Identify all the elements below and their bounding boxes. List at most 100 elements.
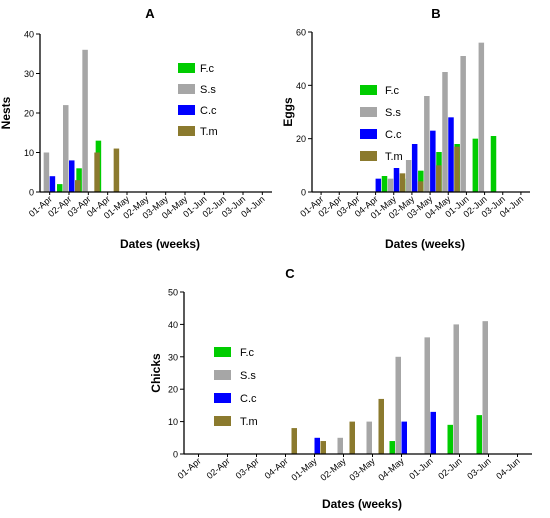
bar-Cc-04-May: [448, 117, 454, 192]
y-tick-label: 20: [24, 109, 34, 119]
legend-swatch-Tm: [214, 416, 231, 426]
legend-label-Tm: T.m: [385, 151, 403, 163]
legend-swatch-Tm: [360, 151, 377, 161]
bar-Ss-01-Jun: [424, 337, 430, 454]
bar-Ss-04-May: [442, 72, 448, 192]
y-tick-label: 10: [24, 148, 34, 158]
bar-Fc-03-Jun: [476, 415, 482, 454]
legend-swatch-Fc: [214, 347, 231, 357]
legend-label-Ss: S.s: [200, 84, 216, 96]
legend-label-Fc: F.c: [240, 347, 255, 359]
bar-Tm-03-May: [378, 398, 384, 454]
x-tick-label: 04-May: [376, 456, 406, 483]
y-tick-label: 20: [168, 385, 178, 395]
y-tick-label: 0: [301, 188, 306, 198]
bar-Tm-04-May: [454, 146, 460, 192]
bar-Tm-01-May: [320, 441, 326, 454]
bar-Ss-02-Jun: [478, 42, 485, 192]
y-tick-label: 10: [168, 417, 178, 427]
legend-label-Tm: T.m: [200, 126, 218, 138]
legend-swatch-Ss: [360, 107, 377, 117]
y-axis-title: Chicks: [149, 353, 163, 393]
y-tick-label: 0: [29, 188, 34, 198]
panel-title: A: [145, 6, 155, 21]
bar-Ss-03-May: [366, 421, 372, 454]
panel-title: B: [431, 6, 440, 21]
legend-swatch-Cc: [360, 129, 377, 139]
x-tick-label: 02-Apr: [205, 456, 232, 481]
bar-Cc-04-Apr: [375, 178, 382, 192]
bars: [43, 49, 120, 192]
bar-Fc-02-Jun: [472, 138, 479, 192]
y-tick-label: 50: [168, 288, 178, 298]
legend-swatch-Ss: [214, 370, 231, 380]
legend-swatch-Ss: [178, 84, 195, 94]
x-tick-label: 03-May: [347, 456, 377, 483]
y-tick-label: 40: [24, 30, 34, 40]
bar-Ss-01-May: [387, 178, 394, 192]
chart-panel-C: C 0 10 20 30 40 50 01-Apr 02-Apr 03-Apr 04-Apr 01-M…: [149, 266, 532, 511]
x-tick-label: 03-Apr: [234, 456, 261, 481]
x-tick-label: 01-Jun: [407, 456, 435, 481]
legend-swatch-Cc: [214, 393, 231, 403]
bar-Tm-01-May: [399, 173, 406, 192]
bar-Tm-02-May: [349, 421, 355, 454]
bar-Ss-02-May: [405, 160, 412, 192]
bar-Tm-04-Apr: [291, 428, 297, 454]
bar-Ss-02-Apr: [63, 105, 69, 192]
legend: F.c S.s C.c T.m: [360, 85, 403, 163]
y-tick-label: 30: [168, 352, 178, 362]
legend-label-Ss: S.s: [240, 370, 256, 382]
bar-Ss-03-May: [424, 96, 430, 192]
legend-label-Cc: C.c: [240, 393, 257, 405]
legend-label-Fc: F.c: [200, 63, 215, 75]
bar-Tm-03-May: [436, 165, 442, 192]
bar-Cc-03-May: [430, 130, 436, 192]
bar-Cc-01-May: [393, 168, 400, 192]
y-tick-label: 40: [296, 81, 306, 91]
bar-Tm-02-May: [417, 181, 424, 192]
y-tick-label: 0: [173, 450, 178, 460]
bar-Fc-03-Jun: [490, 136, 497, 192]
bar-Ss-04-May: [395, 356, 401, 454]
y-tick-label: 40: [168, 320, 178, 330]
legend-label-Tm: T.m: [240, 416, 258, 428]
legend-label-Fc: F.c: [385, 85, 400, 97]
x-tick-label: 03-Jun: [465, 456, 493, 481]
x-axis-title: Dates (weeks): [385, 237, 465, 251]
bar-Ss-03-Apr: [82, 49, 88, 192]
x-axis-title: Dates (weeks): [322, 497, 402, 511]
x-axis-title: Dates (weeks): [120, 237, 200, 251]
bar-Cc-02-May: [411, 144, 418, 192]
bar-Cc-01-May: [314, 437, 320, 454]
legend-label-Ss: S.s: [385, 107, 401, 119]
bar-Tm-02-Apr: [75, 180, 81, 192]
legend-label-Cc: C.c: [200, 105, 217, 117]
bar-Ss-03-Jun: [482, 321, 488, 454]
panel-title: C: [285, 266, 295, 281]
legend: F.c S.s C.c T.m: [178, 63, 218, 138]
bar-Ss-01-Jun: [460, 56, 466, 192]
legend-label-Cc: C.c: [385, 129, 402, 141]
bar-Fc-02-Apr: [57, 184, 63, 192]
bar-Fc-02-Jun: [447, 424, 453, 454]
x-tick-label: 01-May: [289, 456, 319, 483]
y-tick-label: 20: [296, 134, 306, 144]
x-tick-label: 01-Apr: [176, 456, 203, 481]
bar-Cc-02-Apr: [69, 160, 75, 192]
legend: F.c S.s C.c T.m: [214, 347, 258, 428]
y-axis-title: Nests: [0, 96, 13, 129]
bar-Fc-01-May: [381, 176, 388, 192]
bar-Fc-04-May: [389, 441, 395, 454]
y-tick-label: 30: [24, 69, 34, 79]
x-tick-label: 02-Jun: [436, 456, 464, 481]
bars: [375, 42, 497, 192]
bar-Ss-01-Apr: [43, 152, 50, 192]
bar-Tm-03-Apr: [94, 152, 100, 192]
legend-swatch-Fc: [360, 85, 377, 95]
bar-Tm-04-Apr: [113, 148, 120, 192]
bar-Ss-02-Jun: [453, 324, 459, 454]
y-axis-title: Eggs: [281, 97, 295, 127]
chart-panel-B: B020406001-Apr02-Apr03-Apr04-Apr01-May02…: [281, 6, 530, 251]
